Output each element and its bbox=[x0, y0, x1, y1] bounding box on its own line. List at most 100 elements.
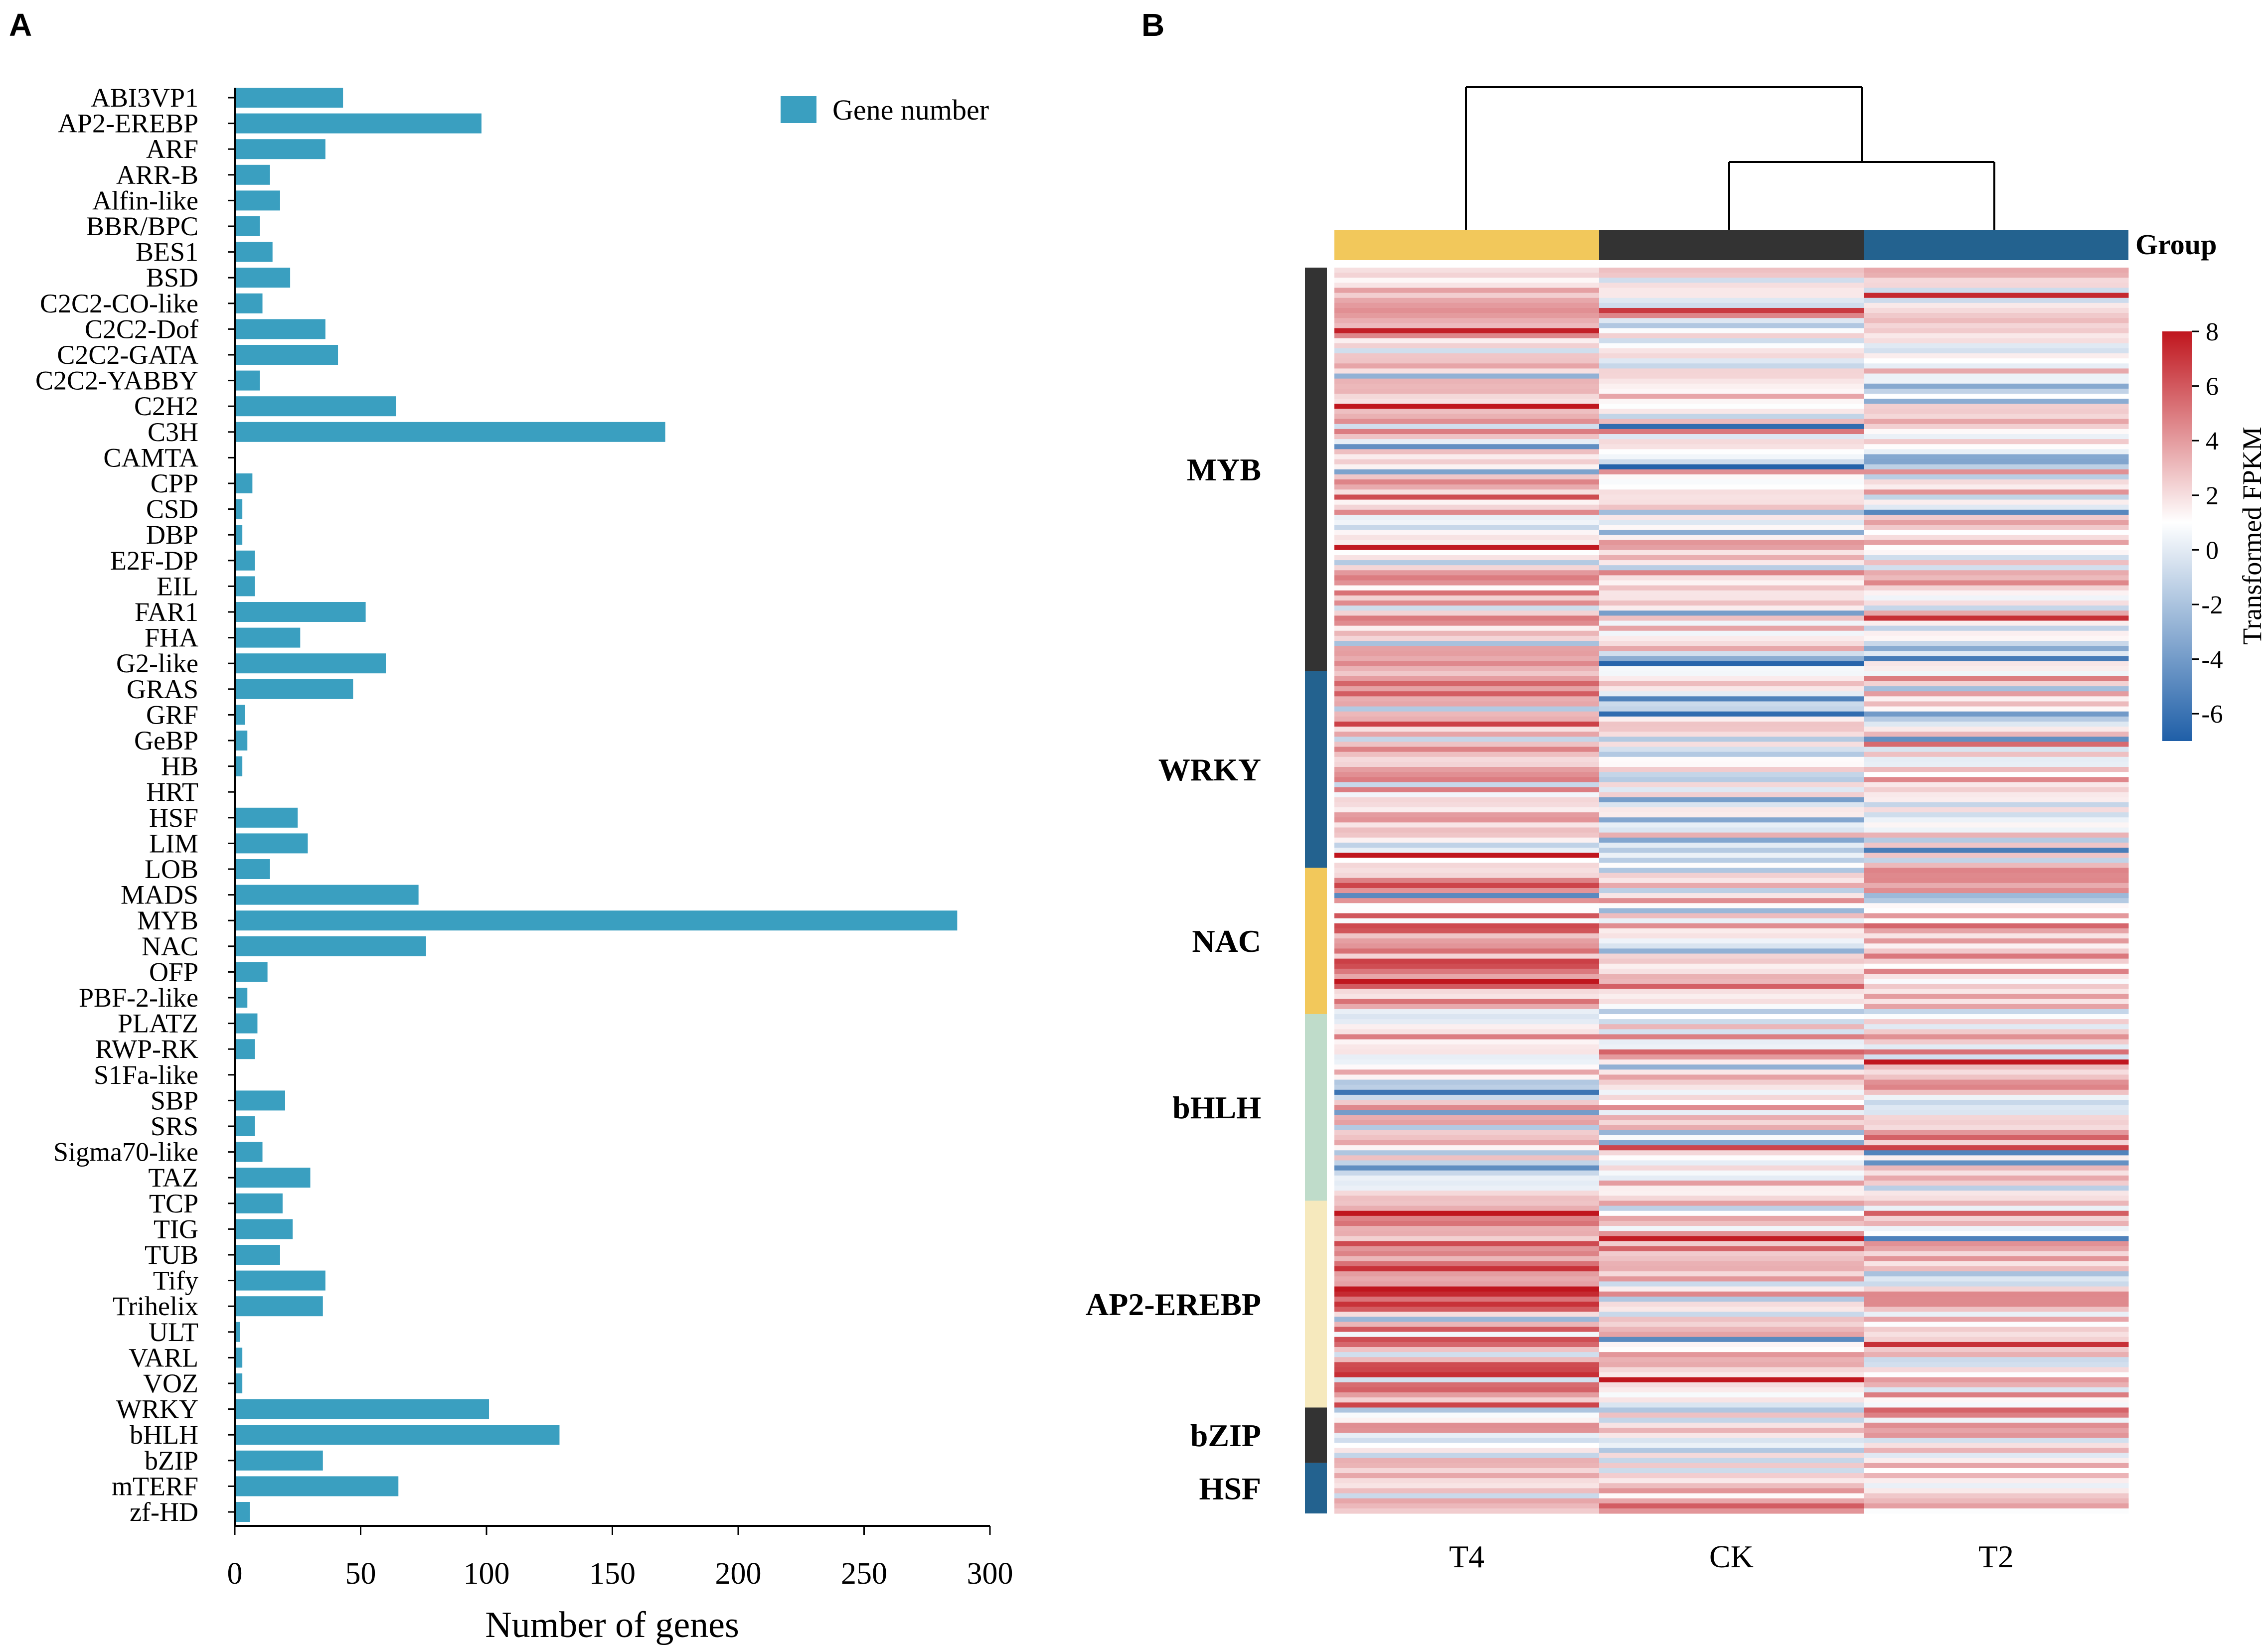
heat-cell bbox=[1599, 1074, 1864, 1080]
heat-cell bbox=[1599, 489, 1864, 495]
heat-cell bbox=[1599, 797, 1864, 803]
heat-cell bbox=[1864, 1488, 2129, 1494]
heat-cell bbox=[1334, 933, 1600, 939]
heat-cell bbox=[1599, 1337, 1864, 1343]
heat-cell bbox=[1599, 1397, 1864, 1403]
heat-cell bbox=[1864, 1473, 2129, 1479]
heat-cell bbox=[1864, 1251, 2129, 1257]
heat-cell bbox=[1599, 1256, 1864, 1262]
heat-cell bbox=[1334, 928, 1600, 934]
heat-cell bbox=[1864, 1337, 2129, 1343]
heat-cell bbox=[1334, 1175, 1600, 1181]
heat-cell bbox=[1864, 994, 2129, 1000]
heat-cell bbox=[1599, 868, 1864, 874]
heat-cell bbox=[1599, 1296, 1864, 1302]
heat-cell bbox=[1599, 1140, 1864, 1146]
heat-cell bbox=[1334, 545, 1600, 551]
category-label: MYB bbox=[137, 905, 198, 935]
heat-cell bbox=[1334, 449, 1600, 454]
heat-cell bbox=[1334, 1433, 1600, 1438]
heat-cell bbox=[1864, 1215, 2129, 1221]
heat-cell bbox=[1599, 605, 1864, 611]
bar-e2f-dp bbox=[235, 550, 255, 571]
heat-cell bbox=[1334, 1110, 1600, 1115]
column-label-t2: T2 bbox=[1978, 1539, 2014, 1574]
bar-ult bbox=[235, 1322, 240, 1342]
category-label: bZIP bbox=[145, 1446, 198, 1476]
heat-cell bbox=[1599, 313, 1864, 318]
heat-cell bbox=[1334, 1150, 1600, 1156]
category-label: HRT bbox=[146, 777, 198, 807]
heat-cell bbox=[1334, 696, 1600, 702]
heat-cell bbox=[1599, 1503, 1864, 1509]
heat-cell bbox=[1599, 565, 1864, 571]
heat-cell bbox=[1334, 348, 1600, 354]
heat-cell bbox=[1864, 595, 2129, 601]
heat-cell bbox=[1864, 888, 2129, 894]
heat-cell bbox=[1864, 883, 2129, 889]
heat-cell bbox=[1599, 903, 1864, 908]
heat-cell bbox=[1864, 948, 2129, 954]
heat-cell bbox=[1334, 600, 1600, 606]
heat-cell bbox=[1864, 1367, 2129, 1373]
heat-cell bbox=[1334, 328, 1600, 334]
heat-cell bbox=[1599, 1443, 1864, 1448]
heat-cell bbox=[1864, 1342, 2129, 1348]
x-tick-label: 200 bbox=[715, 1557, 762, 1591]
colorbar-label: Transformed FPKM bbox=[2237, 427, 2267, 645]
bar-tig bbox=[235, 1219, 293, 1239]
heat-cell bbox=[1864, 323, 2129, 328]
heat-cell bbox=[1334, 863, 1600, 868]
bar-ofp bbox=[235, 962, 268, 982]
heat-cell bbox=[1864, 943, 2129, 949]
heat-cell bbox=[1864, 625, 2129, 631]
heat-cell bbox=[1334, 268, 1600, 273]
category-label: ULT bbox=[149, 1317, 198, 1347]
heat-cell bbox=[1599, 630, 1864, 636]
heat-cell bbox=[1334, 1186, 1600, 1191]
heat-cell bbox=[1599, 933, 1864, 939]
category-label: FHA bbox=[145, 623, 198, 653]
heat-cell bbox=[1864, 1483, 2129, 1489]
bar-ap2-erebp bbox=[235, 113, 482, 134]
heat-cell bbox=[1864, 873, 2129, 879]
heat-cell bbox=[1864, 918, 2129, 924]
heat-cell bbox=[1864, 1362, 2129, 1367]
heat-cell bbox=[1334, 948, 1600, 954]
heat-cell bbox=[1599, 1120, 1864, 1126]
heat-cell bbox=[1864, 1049, 2129, 1055]
heat-cell bbox=[1334, 903, 1600, 908]
heat-cell bbox=[1864, 298, 2129, 303]
heat-cell bbox=[1864, 1301, 2129, 1307]
heat-cell bbox=[1599, 1115, 1864, 1121]
heat-cell bbox=[1334, 747, 1600, 752]
heat-cell bbox=[1864, 1205, 2129, 1211]
heat-cell bbox=[1599, 953, 1864, 959]
heat-cell bbox=[1599, 676, 1864, 682]
bar-bzip bbox=[235, 1450, 323, 1471]
heat-cell bbox=[1864, 1503, 2129, 1509]
heat-cell bbox=[1599, 1458, 1864, 1464]
heat-cell bbox=[1864, 792, 2129, 798]
heat-cell bbox=[1599, 958, 1864, 964]
colorbar-tick-label: 4 bbox=[2206, 427, 2219, 455]
heat-cell bbox=[1599, 514, 1864, 520]
heat-cell bbox=[1864, 646, 2129, 651]
heat-cell bbox=[1864, 1463, 2129, 1469]
heat-cell bbox=[1334, 605, 1600, 611]
family-label-nac: NAC bbox=[1192, 923, 1261, 959]
heat-cell bbox=[1599, 847, 1864, 853]
heat-cell bbox=[1334, 1105, 1600, 1110]
category-label: HSF bbox=[149, 803, 198, 833]
heat-cell bbox=[1334, 1372, 1600, 1378]
heat-cell bbox=[1864, 958, 2129, 964]
heat-cell bbox=[1599, 1186, 1864, 1191]
heat-cell bbox=[1334, 615, 1600, 621]
heat-cell bbox=[1334, 994, 1600, 1000]
heat-cell bbox=[1864, 979, 2129, 984]
category-label: C2C2-GATA bbox=[57, 340, 198, 370]
category-label: TAZ bbox=[148, 1163, 198, 1193]
heat-cell bbox=[1334, 1422, 1600, 1428]
bar-c2c2-gata bbox=[235, 345, 338, 365]
